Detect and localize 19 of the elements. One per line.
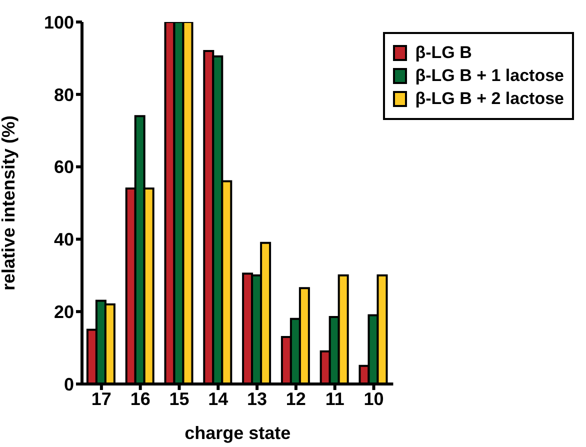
y-axis-title: relative intensity (%) xyxy=(0,115,18,291)
legend-label: β-LG B xyxy=(415,43,472,63)
x-axis-title: charge state xyxy=(184,423,291,443)
y-tick-label: 40 xyxy=(54,230,74,250)
y-tick-label: 100 xyxy=(44,12,74,32)
y-tick-label: 20 xyxy=(54,302,74,322)
x-tick-label: 10 xyxy=(364,388,384,409)
x-tick-label: 16 xyxy=(130,388,150,409)
y-tick-label: 80 xyxy=(54,84,74,105)
legend-label: β-LG B + 1 lactose xyxy=(415,66,564,86)
x-tick-label: 12 xyxy=(286,388,306,409)
x-tick-label: 15 xyxy=(169,388,190,409)
x-tick-label: 13 xyxy=(247,388,268,409)
x-tick-label: 17 xyxy=(91,388,112,409)
x-tick-label: 14 xyxy=(208,388,228,409)
legend-label: β-LG B + 2 lactose xyxy=(415,89,564,109)
x-tick-label: 11 xyxy=(325,388,344,409)
y-tick-label: 0 xyxy=(64,374,74,394)
y-tick-label: 60 xyxy=(54,157,74,178)
